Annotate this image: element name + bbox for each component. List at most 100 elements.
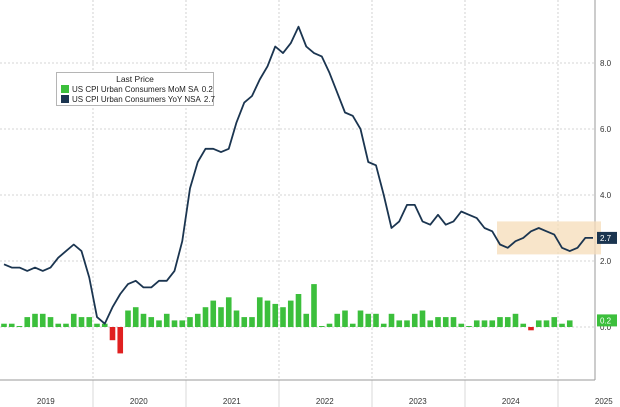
mom-bar [295,294,302,327]
mom-bar [566,320,573,327]
mom-bar [404,320,410,327]
mom-bar [55,323,62,327]
y-tick-label: 6.0 [600,125,612,134]
mom-bar [163,313,170,327]
mom-bar [442,317,449,327]
mom-bar [109,327,116,341]
mom-bar [1,323,7,327]
mom-bar [63,323,69,327]
mom-bar [264,300,271,327]
mom-bar [489,320,496,327]
x-tick-label: 2020 [130,397,148,406]
mom-bar [194,313,201,327]
mom-bar [256,297,263,327]
mom-bar [287,300,294,327]
mom-bar [326,323,333,327]
legend-label-yoy: US CPI Urban Consumers YoY NSA [72,94,201,104]
mom-bar [32,313,38,327]
legend-swatch-yoy [61,95,69,103]
mom-bar [427,320,434,327]
y-tick-label: 8.0 [600,59,612,68]
mom-bar [39,313,46,327]
x-tick-label: 2024 [502,397,520,406]
mom-bar [481,320,488,327]
mom-bar [497,317,503,327]
x-tick-label: 2023 [409,397,427,406]
mom-bar [241,317,248,327]
yoy-line [3,25,593,325]
mom-bar [24,317,31,327]
mom-bar [559,323,565,327]
mom-bar [388,313,395,327]
mom-bar [365,313,372,327]
mom-bar [101,323,108,327]
mom-bar [435,317,441,327]
mom-bar [520,323,527,327]
mom-bar [396,320,403,327]
mom-bar [419,310,426,327]
mom-bar [373,313,379,327]
mom-bar [318,326,325,327]
mom-bar [94,323,100,327]
mom-bar [117,327,124,354]
mom-bar [140,313,147,327]
mom-bar [311,284,317,327]
x-tick-label: 2025 [595,397,613,406]
x-tick-label: 2022 [316,397,334,406]
mom-bar [225,297,232,327]
mom-bar [125,310,131,327]
legend-value-mom: 0.2 [201,84,213,94]
highlight-band [497,221,601,255]
mom-bar [16,326,23,327]
y-tick-label: 0.0 [600,323,612,332]
legend-label-mom: US CPI Urban Consumers MoM SA [72,84,199,94]
mom-bar [458,323,465,327]
mom-bar [280,307,286,327]
mom-bar [411,313,418,327]
mom-last-tag-text: 0.2 [600,316,612,325]
mom-bar [543,320,550,327]
legend-swatch-mom [61,85,69,93]
mom-bar [47,317,54,327]
legend: Last Price US CPI Urban Consumers MoM SA… [56,72,215,106]
mom-bar [450,317,457,327]
x-tick-label: 2021 [223,397,241,406]
mom-bar [156,320,162,327]
mom-bar [187,317,193,327]
legend-item-mom: US CPI Urban Consumers MoM SA 0.2 [57,84,213,94]
mom-bar [504,317,511,327]
mom-bar [342,310,348,327]
mom-bar [303,313,310,327]
mom-bar [171,320,178,327]
mom-bar [357,310,364,327]
mom-bar [535,320,542,327]
mom-bar [218,307,224,327]
mom-bar [8,323,15,327]
mom-bar [551,317,558,327]
yoy-last-tag-text: 2.7 [600,234,612,243]
mom-bar [473,320,480,327]
x-tick-label: 2019 [37,397,55,406]
mom-bar [528,327,534,331]
mom-bar [210,300,217,327]
mom-bar [380,323,387,327]
y-tick-label: 4.0 [600,191,612,200]
y-tick-label: 2.0 [600,257,612,266]
mom-bar [70,313,77,327]
mom-bar [179,320,186,327]
mom-bar [78,317,85,327]
mom-last-tag-box [597,314,617,327]
mom-bar [202,307,209,327]
mom-bar [148,317,155,327]
legend-value-yoy: 2.7 [203,94,215,104]
mom-bar [466,326,472,327]
yoy-last-tag-box [597,231,617,244]
legend-item-yoy: US CPI Urban Consumers YoY NSA 2.7 [57,94,215,104]
mom-bar [512,313,519,327]
mom-bar [86,317,93,327]
mom-bar [249,317,255,327]
mom-bar [233,310,240,327]
legend-title: Last Price [116,74,154,84]
